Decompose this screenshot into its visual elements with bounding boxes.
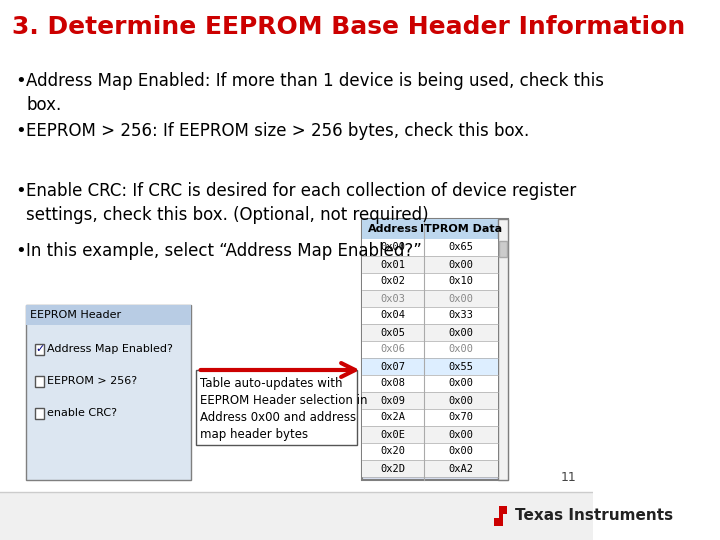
Text: 0x01: 0x01 xyxy=(381,260,406,269)
Polygon shape xyxy=(494,506,508,526)
Text: Address Map Enabled?: Address Map Enabled? xyxy=(47,344,173,354)
Text: •: • xyxy=(15,182,26,200)
Text: Enable CRC: If CRC is desired for each collection of device register
settings, c: Enable CRC: If CRC is desired for each c… xyxy=(27,182,577,224)
Text: EEPROM > 256?: EEPROM > 256? xyxy=(47,376,137,386)
FancyBboxPatch shape xyxy=(35,344,44,355)
Text: 0x06: 0x06 xyxy=(381,345,406,354)
FancyBboxPatch shape xyxy=(362,307,498,324)
FancyBboxPatch shape xyxy=(27,305,191,480)
Text: 0x09: 0x09 xyxy=(381,395,406,406)
FancyBboxPatch shape xyxy=(499,241,508,257)
FancyBboxPatch shape xyxy=(362,341,498,358)
Text: Address Map Enabled: If more than 1 device is being used, check this
box.: Address Map Enabled: If more than 1 devi… xyxy=(27,72,604,113)
Text: 0x07: 0x07 xyxy=(381,361,406,372)
FancyBboxPatch shape xyxy=(35,376,44,387)
FancyBboxPatch shape xyxy=(362,273,498,290)
FancyBboxPatch shape xyxy=(498,219,508,480)
Text: EEPROM Header: EEPROM Header xyxy=(30,310,122,320)
Text: 0x00: 0x00 xyxy=(449,294,474,303)
Text: 0x2A: 0x2A xyxy=(381,413,406,422)
Text: 0x20: 0x20 xyxy=(381,447,406,456)
Text: 0x05: 0x05 xyxy=(381,327,406,338)
FancyBboxPatch shape xyxy=(362,409,498,426)
FancyBboxPatch shape xyxy=(27,305,191,325)
FancyBboxPatch shape xyxy=(362,219,498,239)
Text: 0x00: 0x00 xyxy=(449,327,474,338)
Text: •: • xyxy=(15,72,26,90)
Text: 0x10: 0x10 xyxy=(449,276,474,287)
Text: 0x33: 0x33 xyxy=(449,310,474,321)
Text: EEPROM > 256: If EEPROM size > 256 bytes, check this box.: EEPROM > 256: If EEPROM size > 256 bytes… xyxy=(27,122,530,140)
Text: 0x00: 0x00 xyxy=(449,447,474,456)
Text: 0x03: 0x03 xyxy=(381,294,406,303)
Text: Address: Address xyxy=(368,224,418,234)
FancyBboxPatch shape xyxy=(362,239,498,256)
Text: 0x00: 0x00 xyxy=(449,429,474,440)
FancyBboxPatch shape xyxy=(362,460,498,477)
Text: enable CRC?: enable CRC? xyxy=(47,408,117,418)
Text: 0x00: 0x00 xyxy=(449,260,474,269)
Text: Table auto-updates with
EEPROM Header selection in
Address 0x00 and address
map : Table auto-updates with EEPROM Header se… xyxy=(200,377,368,441)
FancyBboxPatch shape xyxy=(362,392,498,409)
Text: 0x04: 0x04 xyxy=(381,310,406,321)
Text: •: • xyxy=(15,122,26,140)
FancyBboxPatch shape xyxy=(35,408,44,419)
Text: •: • xyxy=(15,242,26,260)
Text: In this example, select “Address Map Enabled?”: In this example, select “Address Map Ena… xyxy=(27,242,422,260)
Text: 0x00: 0x00 xyxy=(381,242,406,253)
FancyBboxPatch shape xyxy=(362,219,508,480)
FancyBboxPatch shape xyxy=(362,256,498,273)
Text: ITPROM Data: ITPROM Data xyxy=(420,224,503,234)
Text: 0x00: 0x00 xyxy=(449,395,474,406)
Text: 0x55: 0x55 xyxy=(449,361,474,372)
FancyBboxPatch shape xyxy=(362,443,498,460)
Text: 11: 11 xyxy=(561,471,577,484)
FancyBboxPatch shape xyxy=(0,492,593,540)
Text: 0x00: 0x00 xyxy=(449,345,474,354)
Text: 3. Determine EEPROM Base Header Information: 3. Determine EEPROM Base Header Informat… xyxy=(12,15,685,39)
FancyBboxPatch shape xyxy=(362,324,498,341)
FancyBboxPatch shape xyxy=(362,358,498,375)
Text: 0x08: 0x08 xyxy=(381,379,406,388)
Text: 0x02: 0x02 xyxy=(381,276,406,287)
Text: 0x70: 0x70 xyxy=(449,413,474,422)
FancyBboxPatch shape xyxy=(362,290,498,307)
Text: 0x0E: 0x0E xyxy=(381,429,406,440)
Text: 0x65: 0x65 xyxy=(449,242,474,253)
Text: 0x00: 0x00 xyxy=(449,379,474,388)
FancyBboxPatch shape xyxy=(362,375,498,392)
Text: 0xA2: 0xA2 xyxy=(449,463,474,474)
Text: ✓: ✓ xyxy=(35,344,45,354)
Text: Texas Instruments: Texas Instruments xyxy=(515,509,673,523)
FancyBboxPatch shape xyxy=(362,426,498,443)
FancyBboxPatch shape xyxy=(196,370,356,445)
Text: 0x2D: 0x2D xyxy=(381,463,406,474)
